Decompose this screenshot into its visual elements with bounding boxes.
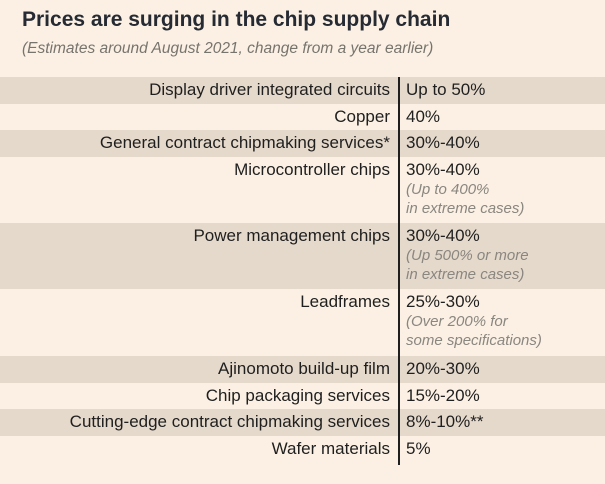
table-row: Microcontroller chips 30%-40% (Up to 400… xyxy=(0,157,605,223)
table-row: Chip packaging services 15%-20% xyxy=(0,383,605,409)
chart-subtitle: (Estimates around August 2021, change fr… xyxy=(22,40,434,57)
table-row: General contract chipmaking services* 30… xyxy=(0,130,605,157)
table-row: Wafer materials 5% xyxy=(0,436,605,465)
row-label: General contract chipmaking services* xyxy=(99,133,390,152)
row-value: 20%-30% xyxy=(406,359,480,378)
row-label: Leadframes xyxy=(300,292,390,311)
column-divider xyxy=(398,436,400,465)
row-value: 8%-10%** xyxy=(406,412,484,431)
row-label: Cutting-edge contract chipmaking service… xyxy=(69,412,390,431)
row-label: Display driver integrated circuits xyxy=(149,80,390,99)
column-divider xyxy=(398,289,400,356)
row-value: 30%-40% xyxy=(406,160,480,179)
table-row: Copper 40% xyxy=(0,104,605,130)
row-value: 25%-30% xyxy=(406,292,480,311)
table-row: Cutting-edge contract chipmaking service… xyxy=(0,409,605,436)
column-divider xyxy=(398,383,400,409)
column-divider xyxy=(398,409,400,436)
table-row: Leadframes 25%-30% (Over 200% for some s… xyxy=(0,289,605,356)
row-value: Up to 50% xyxy=(406,80,486,99)
column-divider xyxy=(398,356,400,383)
row-label: Wafer materials xyxy=(271,439,390,458)
row-label: Chip packaging services xyxy=(205,386,390,405)
row-note: (Up to 400% in extreme cases) xyxy=(406,181,525,217)
row-label: Power management chips xyxy=(193,226,390,245)
column-divider xyxy=(398,130,400,157)
row-value: 30%-40% xyxy=(406,133,480,152)
table-row: Display driver integrated circuits Up to… xyxy=(0,77,605,104)
column-divider xyxy=(398,223,400,289)
column-divider xyxy=(398,157,400,223)
row-value: 15%-20% xyxy=(406,386,480,405)
row-label: Microcontroller chips xyxy=(234,160,390,179)
row-note: (Over 200% for some specifications) xyxy=(406,313,542,349)
row-label: Ajinomoto build-up film xyxy=(218,359,390,378)
table-row: Ajinomoto build-up film 20%-30% xyxy=(0,356,605,383)
price-table: Display driver integrated circuits Up to… xyxy=(0,77,605,465)
table-row: Power management chips 30%-40% (Up 500% … xyxy=(0,223,605,289)
row-value: 40% xyxy=(406,107,441,126)
column-divider xyxy=(398,104,400,130)
row-value: 30%-40% xyxy=(406,226,480,245)
row-note: (Up 500% or more in extreme cases) xyxy=(406,247,529,283)
column-divider xyxy=(398,77,400,104)
row-value: 5% xyxy=(406,439,431,458)
chart-title: Prices are surging in the chip supply ch… xyxy=(22,8,451,31)
row-label: Copper xyxy=(334,107,390,126)
